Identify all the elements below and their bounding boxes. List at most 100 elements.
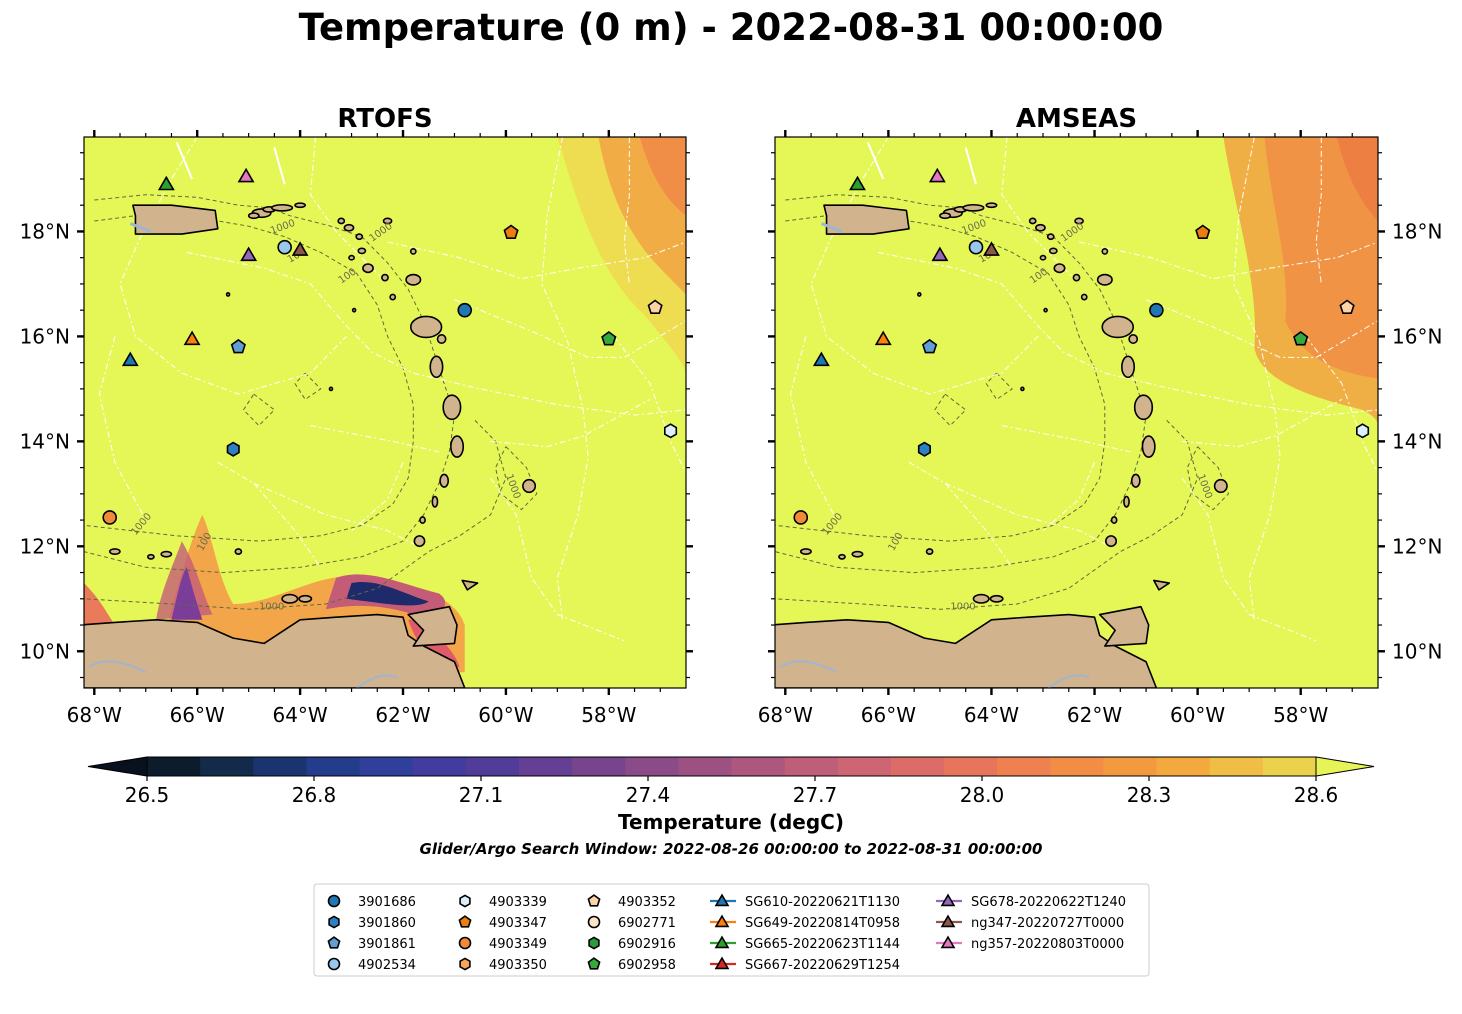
- legend-item: 4903349: [458, 936, 547, 952]
- legend-label: SG665-20220623T1144: [745, 937, 900, 952]
- legend-item: 4902534: [327, 957, 416, 973]
- colorbar-tick-label: 27.4: [626, 783, 671, 807]
- colorbar-segment: [1209, 757, 1264, 776]
- colorbar-segment: [147, 757, 201, 776]
- search-window-note: Glider/Argo Search Window: 2022-08-26 00…: [420, 840, 1043, 858]
- legend-item: ng347-20220727T0000: [936, 914, 1124, 931]
- marker-6902916: [588, 936, 600, 950]
- marker-6902771: [587, 915, 601, 929]
- lon-tick-label: 64°W: [272, 703, 327, 727]
- legend-item: SG665-20220623T1144: [710, 935, 900, 952]
- marker-SG665-20220623T1144: [849, 175, 866, 191]
- lon-tick-label: 60°W: [478, 703, 533, 727]
- marker-4903347: [503, 224, 519, 239]
- marker-SG667-20220629T1254: [714, 956, 730, 970]
- legend-label: 4903352: [618, 895, 676, 910]
- legend-item: SG667-20220629T1254: [710, 956, 900, 973]
- marker-3901686: [1149, 302, 1164, 318]
- eez-boundaries: [789, 137, 1378, 642]
- marker-ng357-20220803T0000: [237, 167, 255, 183]
- legend-label: SG667-20220629T1254: [745, 958, 900, 973]
- marker-4903349: [102, 510, 118, 525]
- marker-ng347-20220727T0000: [291, 241, 309, 256]
- legend-label: 4903350: [489, 958, 547, 973]
- legend-item: ng357-20220803T0000: [936, 935, 1124, 952]
- track-line: [175, 141, 193, 180]
- track-line: [866, 141, 885, 180]
- colorbar-tick-label: 26.8: [292, 783, 337, 807]
- colorbar-extend-low: [87, 756, 148, 777]
- lon-tick-label: 64°W: [964, 703, 1019, 727]
- legend-label: 4903339: [489, 895, 547, 910]
- colorbar-segment: [997, 757, 1051, 776]
- colorbar-segment: [731, 757, 786, 776]
- marker-SG678-20220622T1240: [240, 246, 258, 262]
- warm-region: [1264, 137, 1378, 379]
- lat-tick-label: 12°N: [1392, 534, 1442, 558]
- marker-3901861: [230, 338, 246, 354]
- marker-4903339: [1356, 423, 1370, 439]
- marker-4903352: [587, 894, 601, 907]
- legend-label: 3901686: [358, 895, 416, 910]
- marker-3901861: [921, 338, 938, 354]
- marker-SG678-20220622T1240: [931, 246, 949, 262]
- colorbar-segment: [465, 757, 520, 776]
- legend-label: ng347-20220727T0000: [971, 916, 1124, 931]
- colorbar-segment: [518, 757, 573, 776]
- legend-item: 6902916: [588, 936, 676, 952]
- colorbar-segment: [1156, 757, 1211, 776]
- panel-title: AMSEAS: [1016, 104, 1137, 134]
- warm-region: [1336, 137, 1378, 221]
- marker-4902534: [327, 957, 341, 971]
- lon-tick-label: 66°W: [861, 703, 916, 727]
- colorbar-segment: [678, 757, 733, 776]
- marker-4903347: [458, 915, 472, 928]
- lon-tick-label: 62°W: [1067, 703, 1122, 727]
- colorbar-label: Temperature (degC): [618, 810, 844, 834]
- rivers: [88, 222, 399, 688]
- marker-4902534: [968, 239, 984, 255]
- marker-SG649-20220814T0958: [874, 330, 892, 346]
- legend-item: 4903347: [458, 915, 547, 931]
- colorbar-tick-label: 28.3: [1127, 783, 1172, 807]
- lon-tick-label: 68°W: [67, 703, 122, 727]
- colorbar-segment: [1103, 757, 1158, 776]
- marker-6902958: [601, 331, 617, 346]
- lat-tick-label: 18°N: [20, 219, 70, 243]
- panel-title: RTOFS: [337, 104, 432, 134]
- colorbar-segment: [784, 757, 839, 776]
- lat-tick-label: 18°N: [1392, 219, 1442, 243]
- lon-tick-label: 62°W: [375, 703, 430, 727]
- marker-6902958: [1293, 331, 1309, 346]
- colorbar-segment: [200, 757, 254, 776]
- lat-tick-label: 16°N: [20, 324, 70, 348]
- legend-item: 3901860: [328, 915, 416, 931]
- colorbar-tick-label: 27.7: [793, 783, 838, 807]
- legend-label: 3901860: [358, 916, 416, 931]
- lon-tick-label: 68°W: [758, 703, 813, 727]
- contour-label: 1000: [950, 601, 975, 612]
- legend-item: 3901686: [327, 894, 416, 910]
- colorbar-extend-high: [1315, 756, 1375, 777]
- legend-label: ng357-20220803T0000: [971, 937, 1124, 952]
- legend-label: SG678-20220622T1240: [971, 895, 1126, 910]
- marker-SG678-20220622T1240: [940, 893, 956, 907]
- colorbar-segment: [572, 757, 626, 776]
- legend-item: 4903350: [459, 957, 547, 973]
- marker-6902958: [587, 957, 601, 970]
- track-line: [273, 147, 286, 185]
- marker-4903352: [1339, 299, 1355, 315]
- marker-4903339: [663, 423, 678, 439]
- landmass: [775, 202, 1228, 688]
- marker-4903339: [459, 894, 471, 908]
- marker-4903352: [647, 299, 663, 315]
- marker-4903349: [793, 510, 809, 525]
- marker-SG665-20220623T1144: [157, 175, 175, 191]
- legend-label: SG610-20220621T1130: [745, 895, 900, 910]
- marker-ng357-20220803T0000: [940, 935, 956, 949]
- warm-region: [639, 137, 686, 216]
